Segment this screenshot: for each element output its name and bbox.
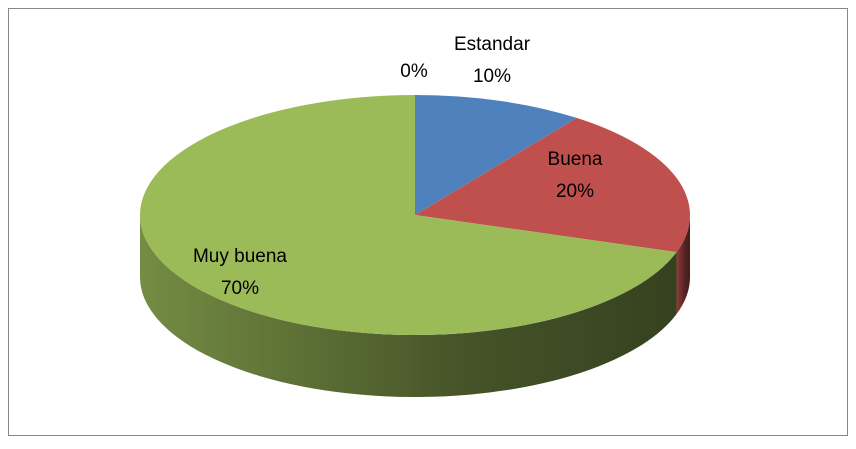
- category-label: Buena: [548, 149, 603, 170]
- value-label: 70%: [221, 278, 259, 299]
- category-label: Muy buena: [193, 246, 287, 267]
- value-label: 20%: [556, 181, 594, 202]
- slice-side: [676, 215, 690, 315]
- slice: [415, 95, 577, 215]
- value-label: 0%: [400, 61, 428, 82]
- slice: [140, 95, 677, 335]
- category-label: Estandar: [454, 34, 531, 55]
- slice: [415, 117, 690, 253]
- slice-side: [140, 215, 677, 397]
- value-label: 10%: [473, 66, 511, 87]
